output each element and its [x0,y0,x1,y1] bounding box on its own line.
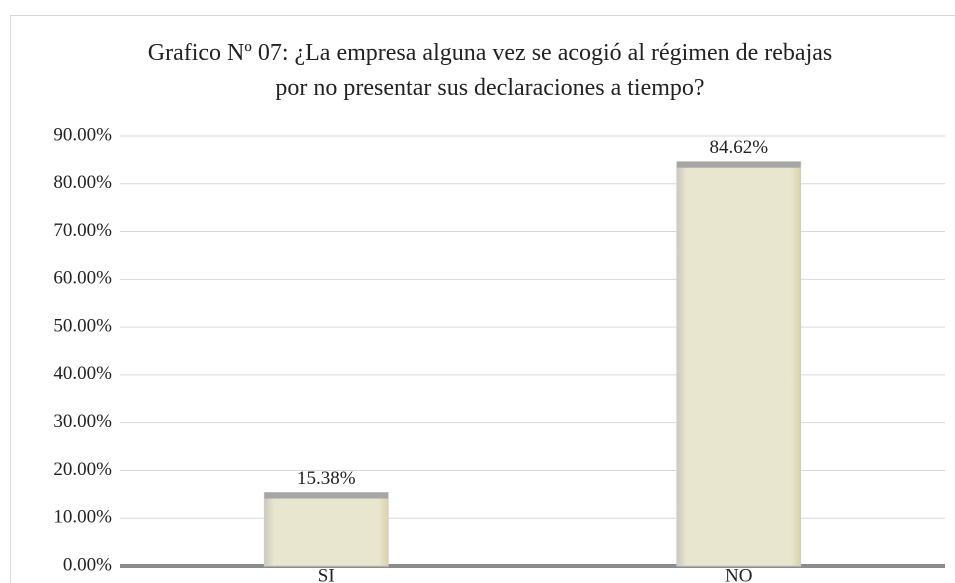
y-tick-label: 70.00% [53,220,112,241]
y-tick-label: 40.00% [53,363,112,384]
bar [263,492,389,567]
y-tick-label: 60.00% [53,268,112,289]
chart-title: Grafico Nº 07: ¿La empresa alguna vez se… [147,40,833,101]
x-tick-label: SI [318,565,335,583]
chart-border [10,15,955,583]
x-tick-label: NO [725,565,752,583]
y-tick-label: 80.00% [53,172,112,193]
bar-top-edge [676,161,801,168]
y-tick-label: 20.00% [53,459,112,480]
y-tick-label: 0.00% [63,554,112,575]
y-tick-label: 50.00% [53,315,112,336]
y-tick-label: 30.00% [53,411,112,432]
y-tick-label: 10.00% [53,507,112,528]
bar-top-edge [264,492,389,499]
data-label: 84.62% [709,137,768,158]
bar [676,161,802,567]
y-tick-label: 90.00% [53,124,112,145]
data-label: 15.38% [297,468,356,489]
